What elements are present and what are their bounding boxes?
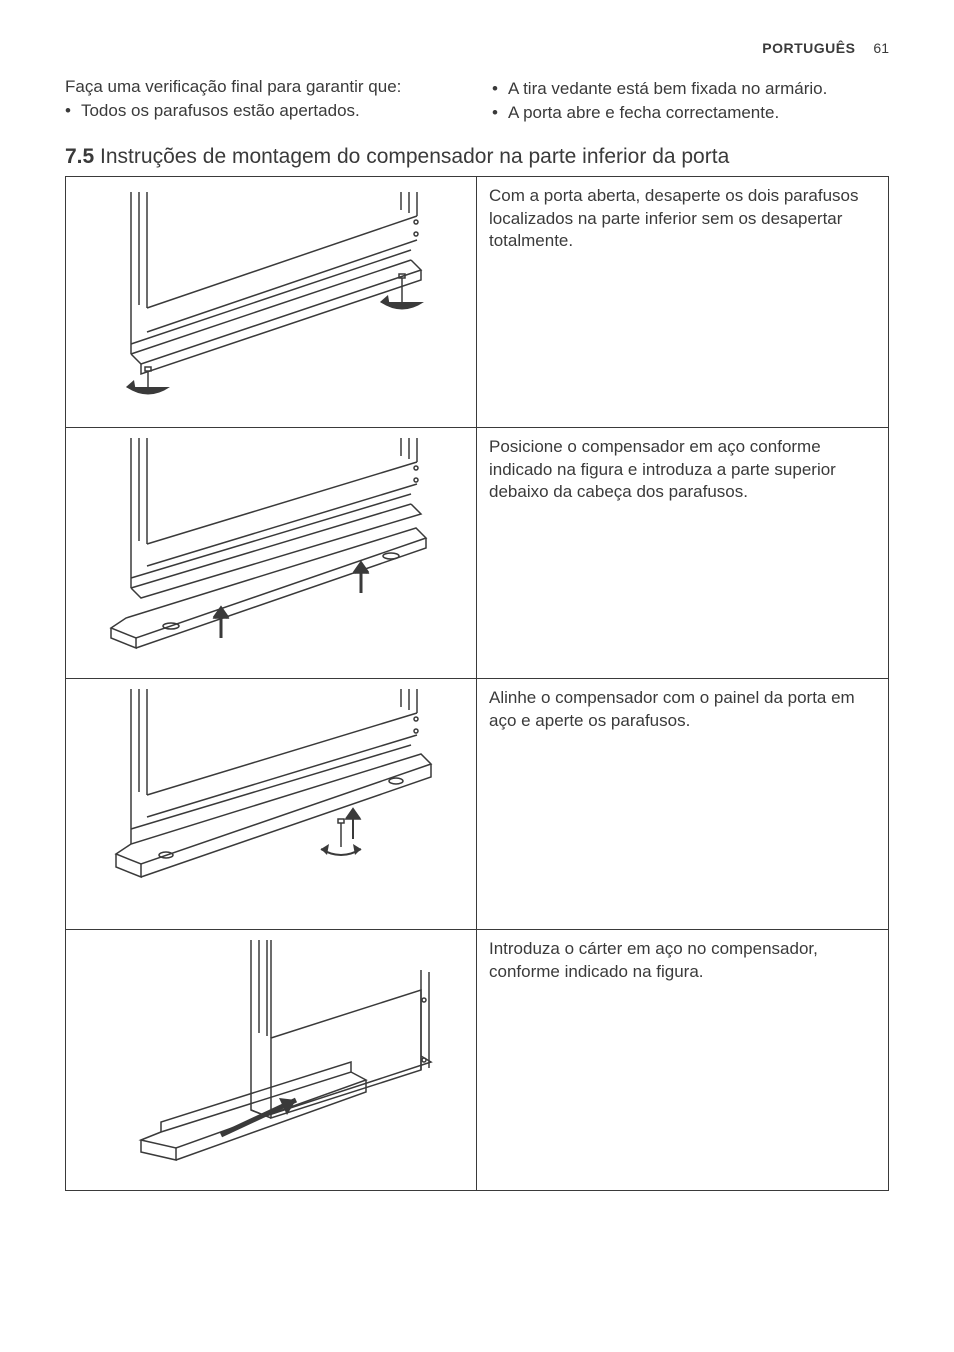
step-figure (66, 679, 477, 929)
step-row: Com a porta aberta, desaperte os dois pa… (66, 177, 888, 428)
section-title: 7.5 Instruções de montagem do compensado… (65, 144, 889, 170)
intro-right-item: A porta abre e fecha correctamente. (492, 102, 889, 124)
step-row: Posicione o compensador em aço conforme … (66, 428, 888, 679)
intro-lead-text: Faça uma verificação final para garantir… (65, 76, 462, 98)
intro-right-column: A tira vedante está bem fixada no armári… (492, 76, 889, 124)
intro-right-item: A tira vedante está bem fixada no armári… (492, 78, 889, 100)
header-page-number: 61 (873, 40, 889, 56)
section-title-text: Instruções de montagem do compensador na… (100, 145, 729, 168)
step-row: Introduza o cárter em aço no compensador… (66, 930, 888, 1190)
diagram-step4-icon (101, 940, 441, 1180)
page-header: PORTUGUÊS 61 (65, 40, 889, 58)
intro-left-list: Todos os parafusos estão apertados. (65, 100, 462, 122)
intro-left-column: Faça uma verificação final para garantir… (65, 76, 462, 124)
step-text: Introduza o cárter em aço no compensador… (477, 930, 888, 1190)
intro-columns: Faça uma verificação final para garantir… (65, 76, 889, 124)
step-text: Com a porta aberta, desaperte os dois pa… (477, 177, 888, 427)
diagram-step3-icon (101, 689, 441, 919)
step-text: Posicione o compensador em aço conforme … (477, 428, 888, 678)
step-figure (66, 177, 477, 427)
section-number: 7.5 (65, 145, 94, 168)
intro-left-item: Todos os parafusos estão apertados. (65, 100, 462, 122)
intro-right-list: A tira vedante está bem fixada no armári… (492, 78, 889, 124)
header-language: PORTUGUÊS (762, 40, 855, 56)
step-figure (66, 428, 477, 678)
steps-table: Com a porta aberta, desaperte os dois pa… (65, 176, 889, 1191)
step-row: Alinhe o compensador com o painel da por… (66, 679, 888, 930)
diagram-step2-icon (101, 438, 441, 668)
step-figure (66, 930, 477, 1190)
diagram-step1-icon (101, 192, 441, 412)
step-text: Alinhe o compensador com o painel da por… (477, 679, 888, 929)
